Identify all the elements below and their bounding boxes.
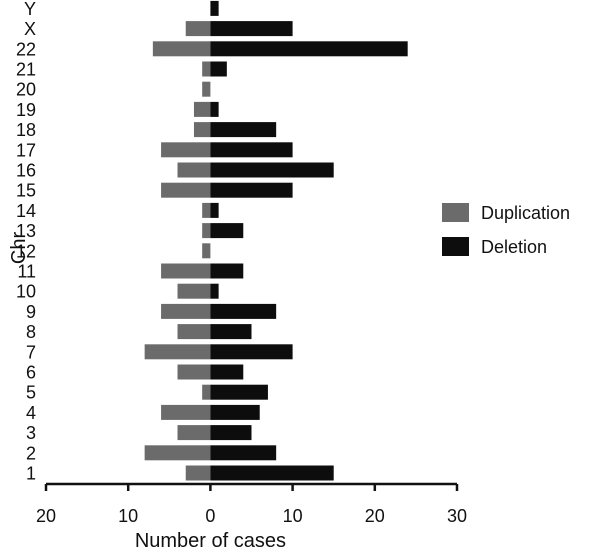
bar-duplication-chr-14 xyxy=(202,202,211,218)
bar-duplication-chr-9 xyxy=(161,303,211,319)
bar-deletion-chr-9 xyxy=(210,303,277,319)
x-tick-label-3: 10 xyxy=(283,506,303,526)
bar-duplication-chr-16 xyxy=(177,162,211,178)
category-label-3: 3 xyxy=(26,423,36,443)
category-label-14: 14 xyxy=(16,201,36,221)
category-label-5: 5 xyxy=(26,383,36,403)
bar-deletion-chr-17 xyxy=(210,142,293,158)
legend-label-duplication: Duplication xyxy=(481,203,570,223)
bar-duplication-chr-2 xyxy=(144,445,211,461)
legend: Duplication Deletion xyxy=(442,203,570,257)
bar-deletion-chr-Y xyxy=(210,0,219,16)
y-axis-title: Chr xyxy=(8,232,30,265)
bar-duplication-chr-19 xyxy=(193,101,211,117)
category-label-X: X xyxy=(24,19,36,39)
category-label-4: 4 xyxy=(26,403,36,423)
bar-deletion-chr-18 xyxy=(210,122,277,138)
category-label-12: 12 xyxy=(16,241,36,261)
category-label-9: 9 xyxy=(26,302,36,322)
category-label-13: 13 xyxy=(16,221,36,241)
category-label-15: 15 xyxy=(16,181,36,201)
bar-duplication-chr-5 xyxy=(202,384,211,400)
category-label-2: 2 xyxy=(26,443,36,463)
bar-deletion-chr-5 xyxy=(210,384,268,400)
x-axis: 20 10 0 10 20 30 xyxy=(36,482,467,526)
bar-duplication-chr-12 xyxy=(202,243,211,259)
bar-deletion-chr-4 xyxy=(210,404,260,420)
bar-duplication-chr-21 xyxy=(202,61,211,77)
bar-deletion-chr-1 xyxy=(210,465,334,481)
bar-duplication-chr-17 xyxy=(161,142,211,158)
bar-duplication-chr-18 xyxy=(193,122,211,138)
bar-duplication-chr-6 xyxy=(177,364,211,380)
legend-swatch-deletion xyxy=(442,237,469,256)
category-label-16: 16 xyxy=(16,161,36,181)
category-label-19: 19 xyxy=(16,100,36,120)
bar-deletion-chr-14 xyxy=(210,202,219,218)
x-tick-label-2: 0 xyxy=(205,506,215,526)
bar-duplication-chr-22 xyxy=(152,41,211,57)
bar-duplication-chr-15 xyxy=(161,182,211,198)
category-label-7: 7 xyxy=(26,342,36,362)
category-label-10: 10 xyxy=(16,282,36,302)
bar-duplication-chr-1 xyxy=(185,465,211,481)
bar-deletion-chr-13 xyxy=(210,223,244,239)
category-label-1: 1 xyxy=(26,464,36,484)
x-tick-label-4: 20 xyxy=(365,506,385,526)
x-tick-label-1: 10 xyxy=(118,506,138,526)
bar-duplication-chr-10 xyxy=(177,283,211,299)
bars-group xyxy=(144,0,408,481)
bar-deletion-chr-2 xyxy=(210,445,277,461)
category-label-Y: Y xyxy=(24,0,36,19)
legend-swatch-duplication xyxy=(442,203,469,222)
bar-duplication-chr-7 xyxy=(144,344,211,360)
bar-duplication-chr-3 xyxy=(177,425,211,441)
bar-deletion-chr-3 xyxy=(210,425,252,441)
bar-deletion-chr-22 xyxy=(210,41,408,57)
bar-duplication-chr-X xyxy=(185,21,211,37)
bar-duplication-chr-13 xyxy=(202,223,211,239)
x-tick-label-0: 20 xyxy=(36,506,56,526)
category-label-6: 6 xyxy=(26,363,36,383)
legend-label-deletion: Deletion xyxy=(481,237,547,257)
bar-deletion-chr-11 xyxy=(210,263,244,279)
category-label-20: 20 xyxy=(16,80,36,100)
category-label-22: 22 xyxy=(16,39,36,59)
category-label-17: 17 xyxy=(16,140,36,160)
category-label-8: 8 xyxy=(26,322,36,342)
category-label-18: 18 xyxy=(16,120,36,140)
category-label-11: 11 xyxy=(17,262,36,282)
bar-deletion-chr-15 xyxy=(210,182,293,198)
bar-duplication-chr-4 xyxy=(161,404,211,420)
bar-deletion-chr-10 xyxy=(210,283,219,299)
category-label-21: 21 xyxy=(16,60,36,80)
x-axis-title: Number of cases xyxy=(135,530,286,552)
bar-duplication-chr-8 xyxy=(177,324,211,340)
bar-duplication-chr-20 xyxy=(202,81,211,97)
bar-deletion-chr-16 xyxy=(210,162,334,178)
bar-deletion-chr-21 xyxy=(210,61,227,77)
bar-deletion-chr-8 xyxy=(210,324,252,340)
bar-duplication-chr-11 xyxy=(161,263,211,279)
bar-deletion-chr-19 xyxy=(210,101,219,117)
bar-deletion-chr-X xyxy=(210,21,293,37)
bar-deletion-chr-7 xyxy=(210,344,293,360)
bar-deletion-chr-6 xyxy=(210,364,244,380)
x-tick-label-5: 30 xyxy=(447,506,467,526)
